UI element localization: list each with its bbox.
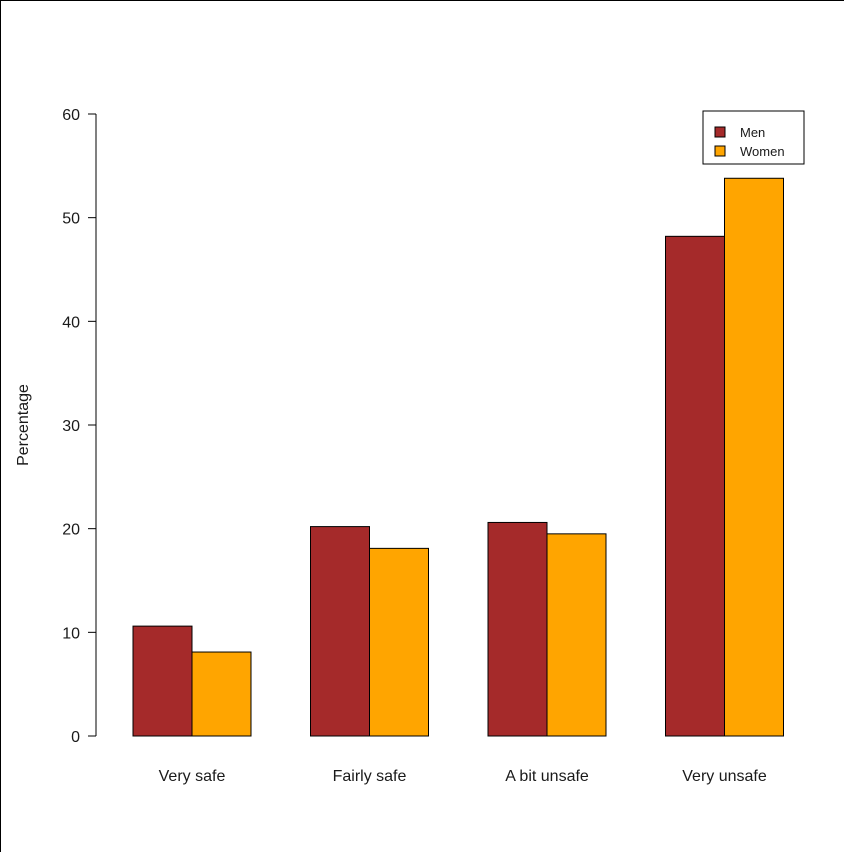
- bar-men-3: [665, 235, 725, 737]
- y-tick-label: 50: [62, 211, 80, 228]
- y-tick-label: 60: [62, 107, 80, 124]
- bar-women-3: [724, 177, 784, 737]
- legend: Men Women: [702, 110, 805, 165]
- y-axis-title: Percentage: [15, 384, 32, 466]
- bar-women-1: [369, 547, 429, 737]
- category-label: A bit unsafe: [505, 768, 589, 785]
- category-label: Very safe: [159, 768, 226, 785]
- bar-women-2: [546, 533, 607, 737]
- legend-swatch-men: [714, 126, 726, 138]
- legend-label-men: Men: [740, 125, 765, 140]
- category-label: Fairly safe: [333, 768, 407, 785]
- bar-men-1: [310, 526, 370, 737]
- bar-men-0: [132, 625, 193, 737]
- legend-swatch-women: [714, 145, 726, 157]
- category-label: Very unsafe: [682, 768, 767, 785]
- bar-women-0: [191, 651, 252, 737]
- y-axis: 0 10 20 30 40 50 60: [62, 107, 97, 746]
- y-tick-label: 20: [62, 522, 80, 539]
- y-tick-label: 10: [62, 625, 80, 642]
- y-tick-label: 30: [62, 418, 80, 435]
- y-tick-label: 0: [71, 729, 80, 746]
- y-tick-label: 40: [62, 314, 80, 331]
- bars: [132, 177, 784, 737]
- bar-men-2: [487, 521, 548, 737]
- legend-label-women: Women: [740, 144, 785, 159]
- category-labels: Very safe Fairly safe A bit unsafe Very uns…: [159, 768, 767, 785]
